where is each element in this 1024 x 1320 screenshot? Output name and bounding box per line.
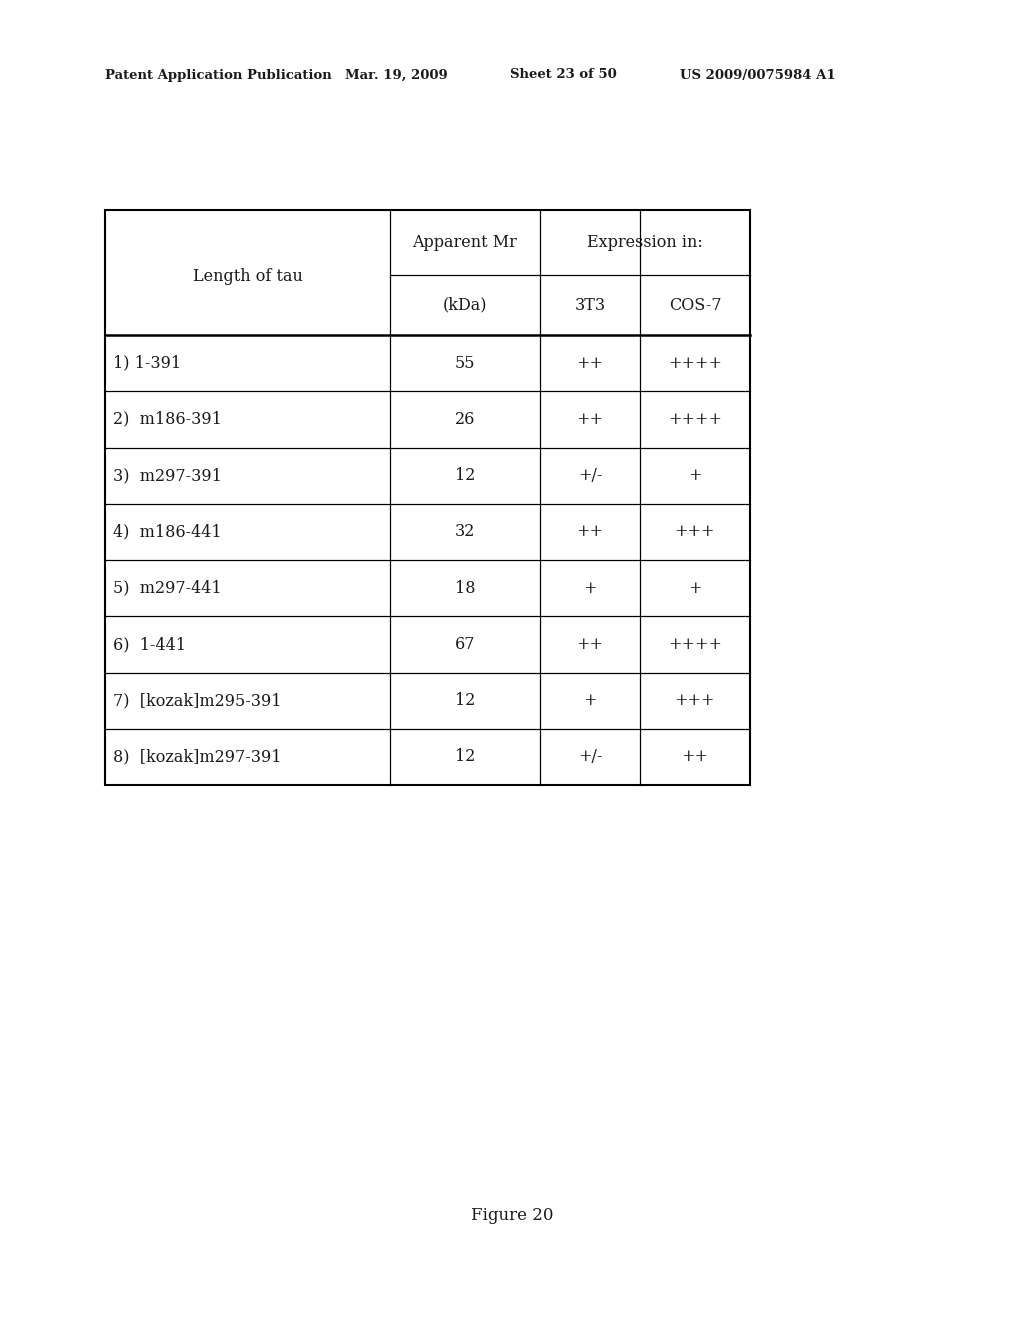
Text: ++: ++ xyxy=(577,411,603,428)
Text: 26: 26 xyxy=(455,411,475,428)
Text: Patent Application Publication: Patent Application Publication xyxy=(105,69,332,82)
Text: 8)  [kozak]m297-391: 8) [kozak]m297-391 xyxy=(113,748,282,766)
Text: +/-: +/- xyxy=(578,467,602,484)
Text: COS-7: COS-7 xyxy=(669,297,721,314)
Text: 1) 1-391: 1) 1-391 xyxy=(113,355,181,372)
Text: Sheet 23 of 50: Sheet 23 of 50 xyxy=(510,69,616,82)
Text: 3)  m297-391: 3) m297-391 xyxy=(113,467,222,484)
Text: (kDa): (kDa) xyxy=(442,297,487,314)
Text: +: + xyxy=(584,579,597,597)
Text: +/-: +/- xyxy=(578,748,602,766)
Text: 12: 12 xyxy=(455,467,475,484)
Text: +++: +++ xyxy=(675,692,715,709)
Text: +++: +++ xyxy=(675,523,715,540)
Text: ++: ++ xyxy=(682,748,709,766)
Text: 12: 12 xyxy=(455,748,475,766)
Text: ++++: ++++ xyxy=(668,636,722,653)
Text: 5)  m297-441: 5) m297-441 xyxy=(113,579,221,597)
Text: ++: ++ xyxy=(577,355,603,372)
Text: 3T3: 3T3 xyxy=(574,297,605,314)
Text: 55: 55 xyxy=(455,355,475,372)
Text: ++: ++ xyxy=(577,636,603,653)
Text: 2)  m186-391: 2) m186-391 xyxy=(113,411,222,428)
Text: 18: 18 xyxy=(455,579,475,597)
Text: +: + xyxy=(584,692,597,709)
Text: 7)  [kozak]m295-391: 7) [kozak]m295-391 xyxy=(113,692,282,709)
Text: Mar. 19, 2009: Mar. 19, 2009 xyxy=(345,69,447,82)
Text: ++++: ++++ xyxy=(668,411,722,428)
Text: Length of tau: Length of tau xyxy=(193,268,302,285)
Text: US 2009/0075984 A1: US 2009/0075984 A1 xyxy=(680,69,836,82)
Text: ++: ++ xyxy=(577,523,603,540)
Bar xyxy=(105,210,750,785)
Text: +: + xyxy=(688,467,701,484)
Text: Expression in:: Expression in: xyxy=(587,234,702,251)
Text: Apparent Mr: Apparent Mr xyxy=(413,234,517,251)
Text: 6)  1-441: 6) 1-441 xyxy=(113,636,186,653)
Text: +: + xyxy=(688,579,701,597)
Text: 32: 32 xyxy=(455,523,475,540)
Text: 4)  m186-441: 4) m186-441 xyxy=(113,523,221,540)
Text: 12: 12 xyxy=(455,692,475,709)
Text: Figure 20: Figure 20 xyxy=(471,1206,553,1224)
Text: ++++: ++++ xyxy=(668,355,722,372)
Text: 67: 67 xyxy=(455,636,475,653)
